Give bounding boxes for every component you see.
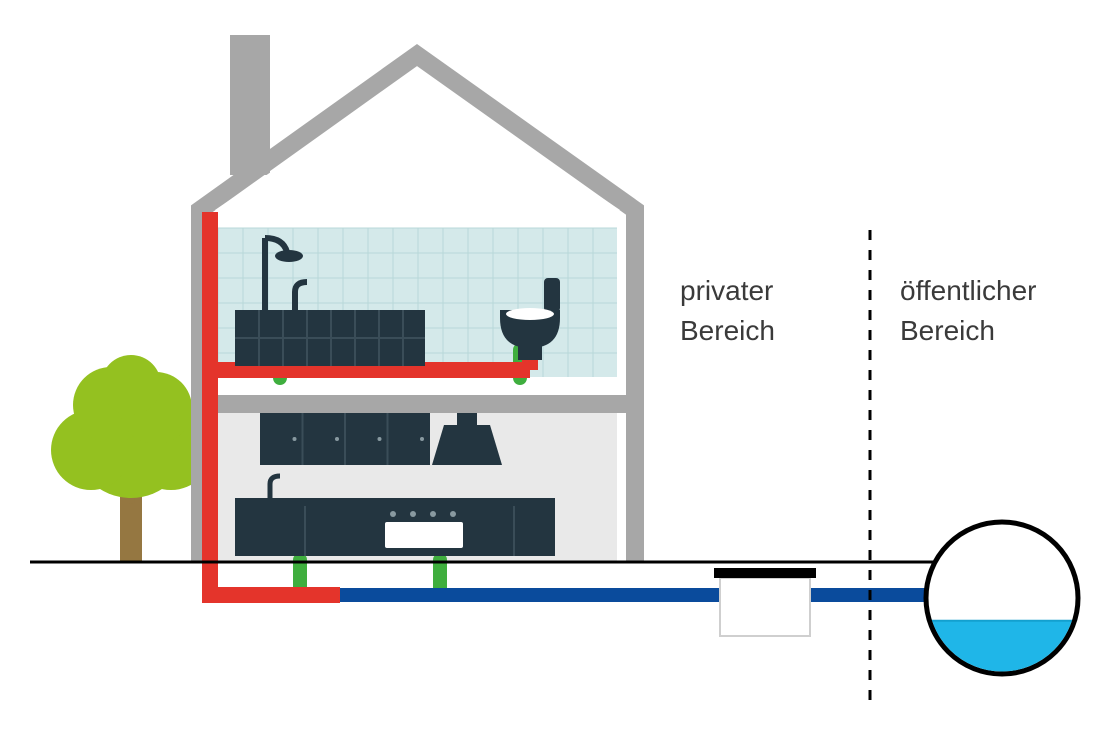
tree-icon (51, 355, 213, 562)
sewer-main-icon (926, 522, 1078, 746)
label-private-area: privaterBereich (680, 275, 775, 346)
label-public-area: öffentlicherBereich (900, 275, 1036, 346)
inspection-chamber-icon (720, 578, 810, 636)
house-plumbing-diagram: privaterBereich öffentlicherBereich (0, 0, 1112, 746)
range-hood-icon (457, 413, 477, 425)
countertop-icon (235, 498, 555, 506)
